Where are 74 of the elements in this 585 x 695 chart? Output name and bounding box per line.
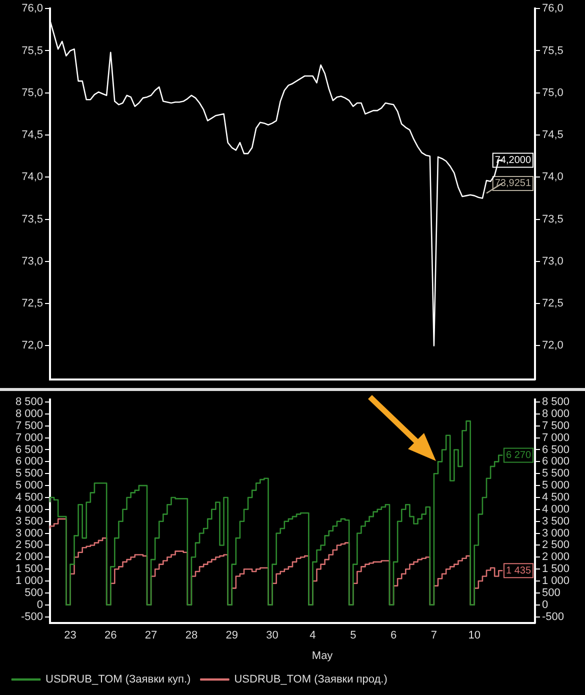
x-tick-label: 4 <box>310 629 316 642</box>
y-tick-label: 74,0 <box>22 171 43 184</box>
y2-tick-label: 3 000 <box>542 527 570 540</box>
legend-label: USDRUB_TOM (Заявки прод.) <box>234 674 388 686</box>
y-tick-label: 74,5 <box>22 129 43 142</box>
x-tick-label: 6 <box>390 629 397 642</box>
y2-tick-label: 1 000 <box>542 575 570 588</box>
y-tick-label: 4 500 <box>15 492 43 504</box>
x-tick-label: 28 <box>185 629 198 642</box>
y2-tick-label: 74,5 <box>542 129 564 142</box>
y2-tick-label: 0 <box>542 598 548 611</box>
y-tick-label: 5 500 <box>15 468 43 480</box>
x-tick-label: 23 <box>64 629 76 642</box>
annotation: 74,2000 <box>494 155 532 166</box>
y-tick-label: 8 000 <box>15 408 43 420</box>
x-tick-label: 5 <box>350 629 356 642</box>
y-tick-label: 6 000 <box>15 456 43 468</box>
y-tick-label: 1 500 <box>15 563 43 576</box>
x-tick-label: 7 <box>430 629 438 642</box>
y2-tick-label: 8 000 <box>542 408 570 420</box>
y2-tick-label: 1 500 <box>542 563 570 576</box>
x-tick-label: 26 <box>104 629 117 642</box>
y-tick-label: 5 000 <box>15 480 43 492</box>
x-tick-label: 30 <box>266 629 278 642</box>
annotation: 1 435 <box>506 565 532 576</box>
text: May <box>312 650 334 662</box>
y-tick-label: 8 500 <box>15 396 43 408</box>
y2-tick-label: 72,0 <box>542 340 564 352</box>
annotation: 73,9251 <box>494 178 532 190</box>
annotation: 6 270 <box>506 450 532 461</box>
y2-tick-label: 5 000 <box>542 480 570 492</box>
y2-tick-label: 6 000 <box>542 456 570 468</box>
y-tick-label: 500 <box>24 586 43 599</box>
x-tick-label: 29 <box>226 629 238 642</box>
y-tick-label: 2 500 <box>15 539 43 552</box>
y-tick-label: 3 000 <box>15 527 43 540</box>
y-tick-label: 1 000 <box>15 575 43 588</box>
y2-tick-label: 7 000 <box>542 432 570 444</box>
y-tick-label: -500 <box>20 610 43 623</box>
y2-tick-label: 4 500 <box>542 492 570 504</box>
y2-tick-label: 73,5 <box>542 213 564 226</box>
y2-tick-label: 74,0 <box>542 171 564 184</box>
y2-tick-label: 7 500 <box>542 420 570 432</box>
y-tick-label: 7 500 <box>15 420 43 432</box>
y2-tick-label: 500 <box>542 586 560 599</box>
x-tick-label: 10 <box>468 629 480 642</box>
y-tick-label: 72,0 <box>22 340 43 352</box>
legend-label: USDRUB_TOM (Заявки куп.) <box>46 674 191 686</box>
y2-tick-label: 3 500 <box>542 515 570 528</box>
y-tick-label: 75,5 <box>22 44 43 57</box>
y-tick-label: 0 <box>36 598 43 611</box>
y2-tick-label: 75,0 <box>542 86 564 99</box>
y2-tick-label: -500 <box>542 610 564 623</box>
y-tick-label: 73,0 <box>22 255 43 268</box>
y-tick-label: 75,0 <box>22 86 43 99</box>
y-tick-label: 73,5 <box>22 213 43 226</box>
y-tick-label: 72,5 <box>22 298 43 310</box>
y2-tick-label: 4 000 <box>542 503 570 516</box>
y2-tick-label: 2 500 <box>542 539 570 552</box>
x-tick-label: 27 <box>144 629 158 642</box>
y2-tick-label: 73,0 <box>542 255 564 268</box>
y-tick-label: 7 000 <box>15 432 43 444</box>
y-tick-label: 2 000 <box>15 551 43 564</box>
y2-tick-label: 2 000 <box>542 551 570 564</box>
y2-tick-label: 6 500 <box>542 444 570 456</box>
y-tick-label: 3 500 <box>15 515 43 528</box>
y-tick-label: 6 500 <box>15 444 43 456</box>
y2-tick-label: 75,5 <box>542 44 564 57</box>
y-tick-label: 76,0 <box>22 2 43 15</box>
y-tick-label: 4 000 <box>15 503 43 516</box>
y2-tick-label: 72,5 <box>542 298 564 310</box>
y2-tick-label: 5 500 <box>542 468 570 480</box>
y2-tick-label: 76,0 <box>542 2 564 15</box>
y2-tick-label: 8 500 <box>542 396 570 408</box>
